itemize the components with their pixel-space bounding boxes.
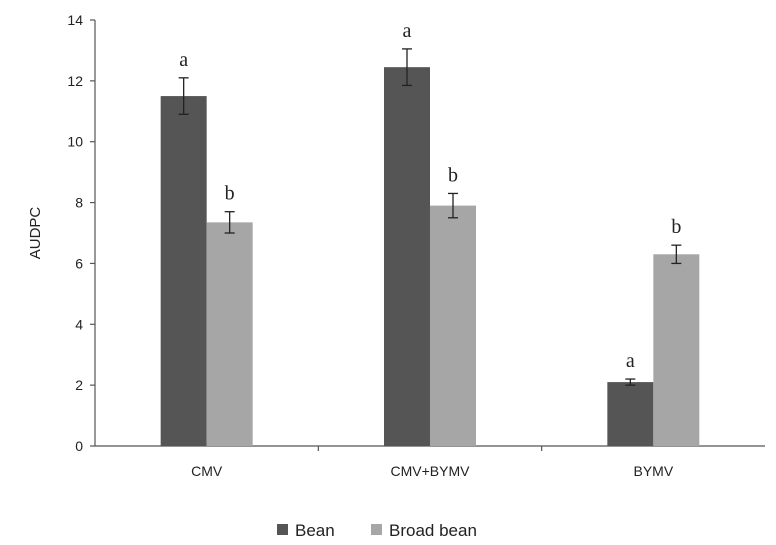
legend-swatch [277, 524, 288, 535]
y-tick-label: 10 [67, 134, 83, 150]
legend-label: Bean [295, 521, 335, 540]
significance-letter: a [626, 350, 635, 372]
x-category-label: BYMV [633, 463, 673, 479]
legend: Bean Broad bean [277, 521, 477, 540]
bar-bean [607, 382, 654, 446]
y-tick-label: 8 [75, 195, 83, 211]
bar-bean [384, 67, 430, 447]
y-axis-label: AUDPC [27, 207, 44, 260]
significance-letter: b [225, 183, 235, 205]
x-category-label: CMV [191, 463, 223, 479]
y-tick-label: 2 [75, 377, 83, 393]
legend-label: Broad bean [389, 521, 477, 540]
bar-broad-bean [430, 205, 476, 446]
y-tick-label: 6 [75, 255, 83, 271]
y-tick-label: 12 [67, 73, 83, 89]
legend-swatch [371, 524, 382, 535]
significance-letter: a [179, 49, 188, 71]
bar-broad-bean [653, 254, 700, 446]
y-tick-label: 14 [67, 12, 83, 28]
y-axis-ticks: 0 2 4 6 8 10 12 14 [67, 12, 95, 454]
bar-bean [160, 96, 207, 447]
significance-letter: a [403, 20, 412, 42]
y-tick-label: 0 [75, 438, 83, 454]
x-category-label: CMV+BYMV [391, 463, 471, 479]
bar-broad-bean [206, 222, 253, 446]
y-tick-label: 4 [75, 316, 83, 332]
significance-letter: b [671, 216, 681, 238]
x-axis-categories: CMV CMV+BYMV BYMV [191, 446, 674, 479]
significance-letter: b [448, 164, 458, 186]
bars-group: a b a b a b [160, 20, 700, 447]
